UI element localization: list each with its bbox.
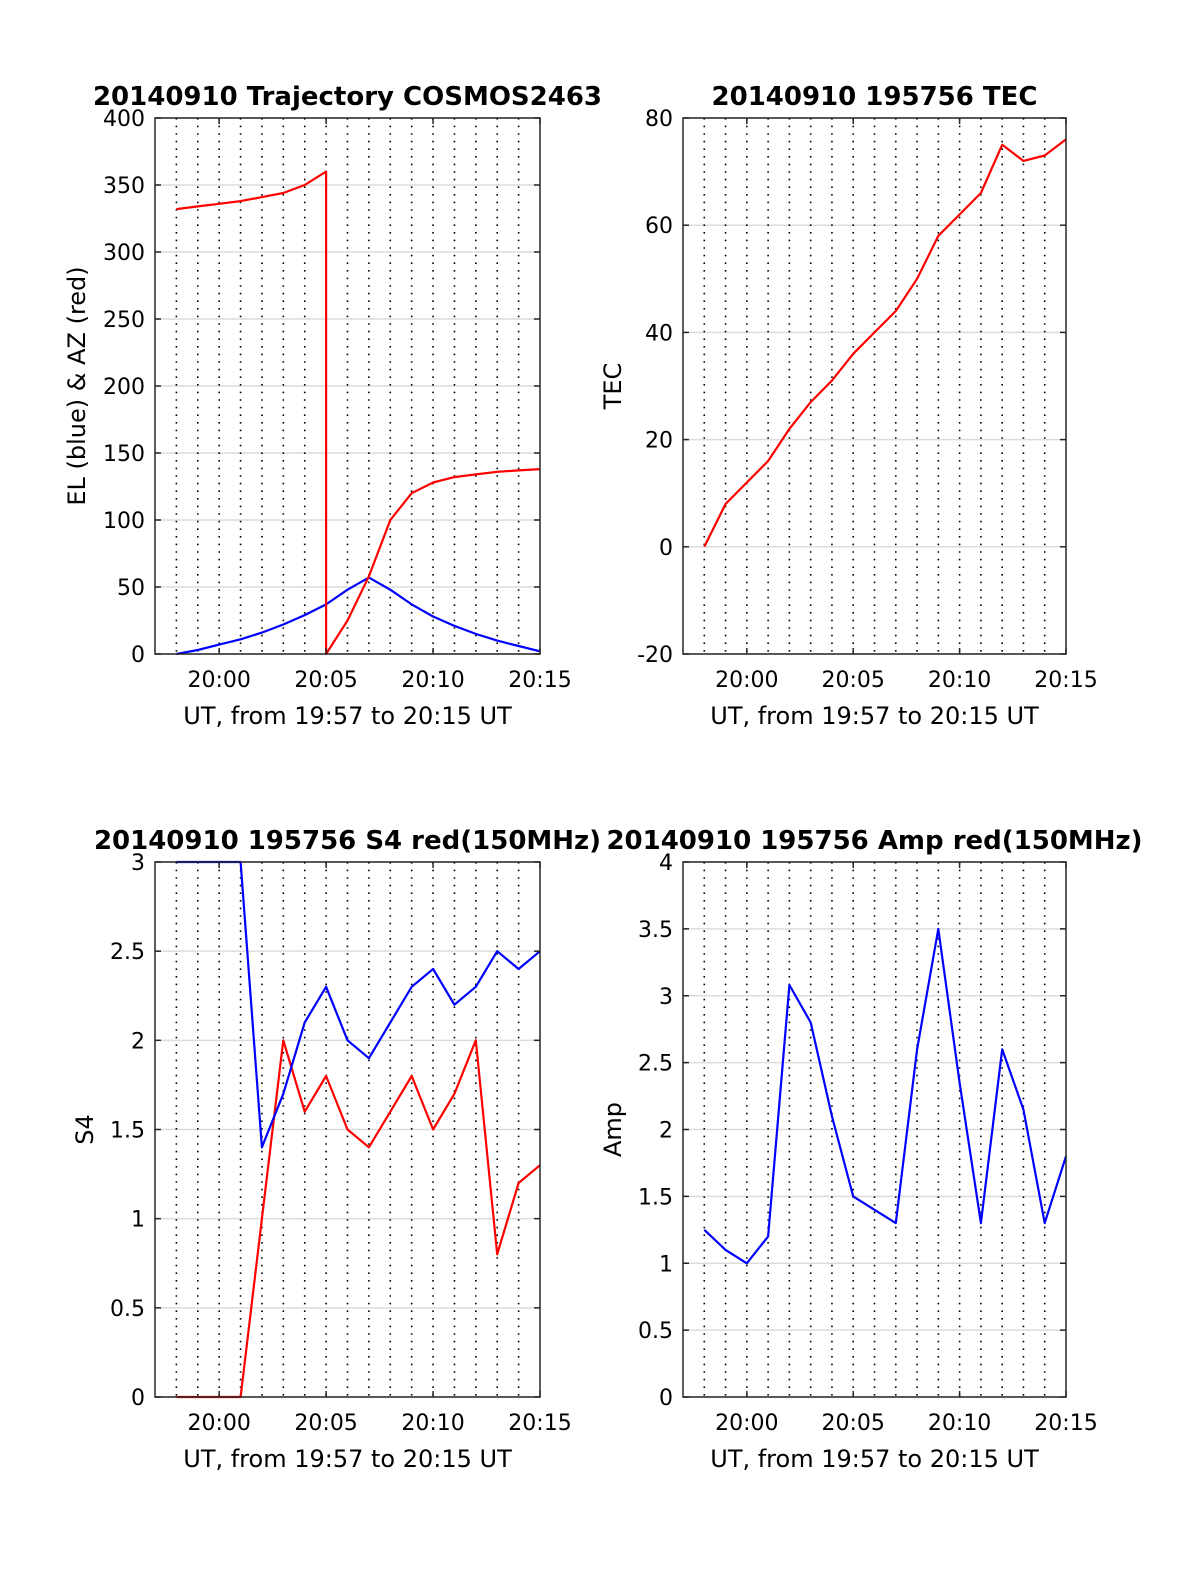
y-tick-label: 350 bbox=[103, 174, 145, 199]
y-tick-label: 1 bbox=[659, 1252, 673, 1277]
grid bbox=[683, 117, 1066, 655]
tick-labels: -20 0 20 40 60 80 20:00 20:05 20:10 20:15 bbox=[637, 107, 1098, 693]
trajectory-series-line bbox=[176, 576, 541, 656]
y-tick-label: 4 bbox=[659, 851, 673, 876]
y-tick-label: 0.5 bbox=[638, 1319, 673, 1344]
tick-labels: 0 0.5 1 1.5 2 2.5 3 20:00 20:05 20:10 20:15 bbox=[110, 851, 572, 1436]
y-tick-label: 1 bbox=[131, 1208, 145, 1233]
x-tick-label: 20:15 bbox=[508, 1411, 571, 1436]
y-tick-label: 2 bbox=[659, 1119, 673, 1144]
y-tick-label: 50 bbox=[117, 576, 145, 601]
y-tick-label: 250 bbox=[103, 308, 145, 333]
x-tick-label: 20:00 bbox=[715, 1411, 778, 1436]
x-tick-label: 20:00 bbox=[715, 668, 778, 693]
y-tick-label: 1.5 bbox=[638, 1185, 673, 1210]
y-tick-label: 3 bbox=[131, 851, 145, 876]
x-tick-label: 20:15 bbox=[1034, 1411, 1097, 1436]
y-tick-label: 200 bbox=[103, 375, 145, 400]
s4-x-axis-label: UT, from 19:57 to 20:15 UT bbox=[183, 1445, 512, 1473]
x-tick-label: 20:05 bbox=[294, 1411, 357, 1436]
x-tick-label: 20:10 bbox=[928, 668, 991, 693]
plot-area bbox=[703, 138, 1067, 548]
y-tick-label: 0 bbox=[659, 1386, 673, 1411]
x-tick-label: 20:05 bbox=[822, 668, 885, 693]
x-tick-label: 20:15 bbox=[1034, 668, 1097, 693]
grid bbox=[155, 117, 540, 655]
y-tick-label: 3 bbox=[659, 985, 673, 1010]
amp-panel: 0 0.5 1 1.5 2 2.5 3 3.5 4 20:00 20:05 20:10 20:15 20… bbox=[599, 826, 1143, 1473]
axes-frame bbox=[682, 117, 1067, 655]
y-tick-label: 20 bbox=[645, 429, 673, 454]
y-tick-label: 2.5 bbox=[638, 1052, 673, 1077]
tec-panel: -20 0 20 40 60 80 20:00 20:05 20:10 20:15 2014091… bbox=[599, 82, 1098, 730]
x-tick-label: 20:05 bbox=[822, 1411, 885, 1436]
amp-panel-title: 20140910 195756 Amp red(150MHz) bbox=[606, 826, 1142, 856]
trajectory-panel: 0 50 100 150 200 250 300 350 400 20:00 20:05 20:10 2… bbox=[63, 82, 602, 730]
trajectory-panel-title: 20140910 Trajectory COSMOS2463 bbox=[93, 82, 602, 112]
y-tick-label: 400 bbox=[103, 107, 145, 132]
x-tick-label: 20:00 bbox=[187, 1411, 250, 1436]
x-tick-label: 20:00 bbox=[187, 668, 250, 693]
tec-series-line bbox=[703, 138, 1067, 548]
trajectory-series-line bbox=[176, 170, 541, 656]
tec-x-axis-label: UT, from 19:57 to 20:15 UT bbox=[710, 702, 1039, 730]
y-tick-label: 0 bbox=[659, 536, 673, 561]
trajectory-x-axis-label: UT, from 19:57 to 20:15 UT bbox=[183, 702, 512, 730]
s4-series-line bbox=[176, 860, 541, 1149]
tick-labels: 0 0.5 1 1.5 2 2.5 3 3.5 4 20:00 20:05 20:10 20:15 bbox=[638, 851, 1098, 1436]
y-tick-label: 150 bbox=[103, 442, 145, 467]
y-tick-label: 1.5 bbox=[110, 1119, 145, 1144]
grid bbox=[683, 861, 1066, 1398]
y-tick-label: 60 bbox=[645, 214, 673, 239]
y-tick-label: 0.5 bbox=[110, 1297, 145, 1322]
tec-panel-title: 20140910 195756 TEC bbox=[712, 82, 1038, 112]
s4-panel-title: 20140910 195756 S4 red(150MHz) bbox=[94, 826, 601, 856]
y-tick-label: 2.5 bbox=[110, 940, 145, 965]
s4-panel: 0 0.5 1 1.5 2 2.5 3 20:00 20:05 20:10 20:15 201409… bbox=[71, 826, 601, 1473]
x-tick-label: 20:10 bbox=[401, 1411, 464, 1436]
tec-y-axis-label: TEC bbox=[599, 363, 627, 411]
y-tick-label: 300 bbox=[103, 241, 145, 266]
plot-area bbox=[703, 927, 1068, 1265]
tick-labels: 0 50 100 150 200 250 300 350 400 20:00 20:05 20:10 2… bbox=[103, 107, 572, 693]
trajectory-y-axis-label: EL (blue) & AZ (red) bbox=[63, 266, 91, 505]
s4-y-axis-label: S4 bbox=[71, 1114, 99, 1145]
amp-series-line bbox=[703, 927, 1068, 1265]
y-tick-label: 100 bbox=[103, 509, 145, 534]
x-tick-label: 20:10 bbox=[401, 668, 464, 693]
y-tick-label: 3.5 bbox=[638, 918, 673, 943]
amp-x-axis-label: UT, from 19:57 to 20:15 UT bbox=[710, 1445, 1039, 1473]
x-tick-label: 20:15 bbox=[508, 668, 571, 693]
y-tick-label: 40 bbox=[645, 321, 673, 346]
x-tick-label: 20:10 bbox=[928, 1411, 991, 1436]
y-tick-label: 0 bbox=[131, 1386, 145, 1411]
amp-y-axis-label: Amp bbox=[599, 1102, 627, 1157]
y-tick-label: 0 bbox=[131, 643, 145, 668]
y-tick-label: -20 bbox=[637, 643, 673, 668]
y-tick-label: 80 bbox=[645, 107, 673, 132]
y-tick-label: 2 bbox=[131, 1029, 145, 1054]
x-tick-label: 20:05 bbox=[294, 668, 357, 693]
plot-area bbox=[176, 170, 541, 656]
